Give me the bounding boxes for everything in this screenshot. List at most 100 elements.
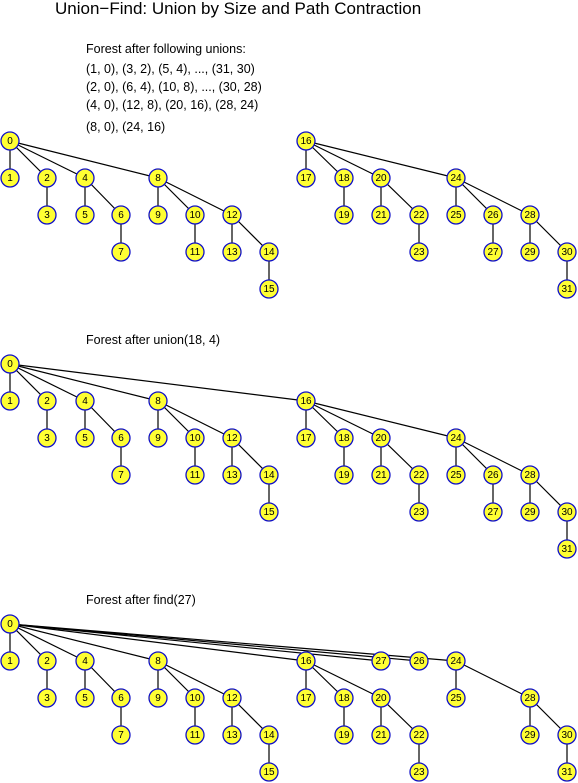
node-label: 13: [226, 470, 238, 481]
node-25: 25: [446, 205, 466, 225]
node-label: 17: [300, 173, 312, 184]
node-8: 8: [148, 168, 168, 188]
node-label: 11: [190, 730, 201, 741]
node-circle: [446, 465, 466, 485]
node-circle: [75, 391, 95, 411]
node-29: 29: [520, 725, 540, 745]
node-label: 10: [189, 693, 201, 704]
node-label: 14: [263, 247, 275, 258]
node-circle: [296, 131, 316, 151]
node-4: 4: [75, 651, 95, 671]
edge-0-8: [9, 140, 159, 179]
node-label: 13: [226, 247, 238, 258]
node-label: 30: [561, 507, 573, 518]
node-circle: [371, 725, 391, 745]
node-label: 18: [338, 433, 350, 444]
node-30: 30: [557, 242, 577, 262]
node-5: 5: [75, 688, 95, 708]
node-circle: [0, 614, 20, 634]
node-circle: [409, 465, 429, 485]
node-label: 28: [524, 693, 536, 704]
node-label: 6: [118, 693, 124, 704]
node-label: 22: [413, 730, 425, 741]
node-circle: [334, 428, 354, 448]
node-22: 22: [409, 465, 429, 485]
node-28: 28: [520, 465, 540, 485]
node-label: 21: [375, 210, 387, 221]
node-circle: [111, 242, 131, 262]
node-label: 8: [155, 656, 161, 667]
node-4: 4: [75, 391, 95, 411]
node-label: 27: [487, 247, 499, 258]
node-label: 12: [226, 433, 238, 444]
node-label: 24: [450, 173, 462, 184]
node-3: 3: [37, 205, 57, 225]
node-25: 25: [446, 688, 466, 708]
node-9: 9: [148, 688, 168, 708]
node-circle: [520, 502, 540, 522]
node-circle: [483, 242, 503, 262]
node-circle: [446, 428, 466, 448]
node-circle: [222, 242, 242, 262]
node-circle: [111, 465, 131, 485]
edge-0-4: [9, 363, 86, 402]
node-circle: [371, 688, 391, 708]
node-label: 0: [7, 136, 13, 147]
edge-0-8: [9, 363, 159, 402]
node-circle: [37, 168, 57, 188]
node-label: 19: [338, 470, 350, 481]
node-circle: [296, 391, 316, 411]
node-label: 8: [155, 396, 161, 407]
node-label: 8: [155, 173, 161, 184]
node-29: 29: [520, 502, 540, 522]
node-31: 31: [557, 539, 577, 559]
node-label: 23: [413, 507, 425, 518]
node-17: 17: [296, 428, 316, 448]
node-label: 17: [300, 433, 312, 444]
node-circle: [520, 242, 540, 262]
node-13: 13: [222, 465, 242, 485]
node-circle: [334, 465, 354, 485]
node-label: 20: [375, 693, 387, 704]
node-circle: [409, 651, 429, 671]
node-label: 16: [300, 396, 312, 407]
node-6: 6: [111, 428, 131, 448]
node-circle: [259, 725, 279, 745]
node-27: 27: [371, 651, 391, 671]
edge-16-20: [305, 400, 382, 439]
node-circle: [185, 465, 205, 485]
panel-caption-line: (1, 0), (3, 2), (5, 4), ..., (31, 30): [86, 62, 255, 76]
node-11: 11: [185, 725, 205, 745]
edge-0-26: [9, 623, 420, 662]
node-circle: [296, 428, 316, 448]
node-circle: [409, 762, 429, 782]
node-16: 16: [296, 391, 316, 411]
node-label: 21: [375, 470, 387, 481]
node-label: 23: [413, 247, 425, 258]
node-label: 31: [561, 767, 573, 778]
node-14: 14: [259, 725, 279, 745]
node-circle: [185, 205, 205, 225]
node-5: 5: [75, 428, 95, 448]
node-15: 15: [259, 279, 279, 299]
node-circle: [111, 725, 131, 745]
node-circle: [0, 168, 20, 188]
node-21: 21: [371, 205, 391, 225]
node-18: 18: [334, 688, 354, 708]
node-label: 7: [118, 730, 124, 741]
node-label: 12: [226, 210, 238, 221]
node-label: 15: [263, 284, 275, 295]
node-22: 22: [409, 205, 429, 225]
node-circle: [75, 205, 95, 225]
node-28: 28: [520, 205, 540, 225]
node-label: 26: [487, 470, 499, 481]
node-0: 0: [0, 354, 20, 374]
node-19: 19: [334, 725, 354, 745]
node-label: 24: [450, 433, 462, 444]
node-circle: [557, 279, 577, 299]
node-label: 15: [263, 507, 275, 518]
node-5: 5: [75, 205, 95, 225]
node-label: 29: [524, 507, 536, 518]
node-circle: [148, 168, 168, 188]
node-circle: [222, 465, 242, 485]
